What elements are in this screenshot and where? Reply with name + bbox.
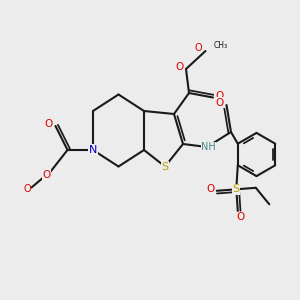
Text: O: O [194,43,202,53]
Text: O: O [42,169,51,180]
Text: O: O [215,91,223,101]
Text: S: S [233,184,240,194]
Text: O: O [23,184,31,194]
Text: S: S [161,161,169,172]
Text: O: O [237,212,245,223]
Text: N: N [89,145,97,155]
Text: NH: NH [201,142,216,152]
Text: O: O [206,184,214,194]
Text: O: O [216,98,224,108]
Text: O: O [176,62,184,72]
Text: CH₃: CH₃ [214,41,228,50]
Text: O: O [45,118,53,129]
